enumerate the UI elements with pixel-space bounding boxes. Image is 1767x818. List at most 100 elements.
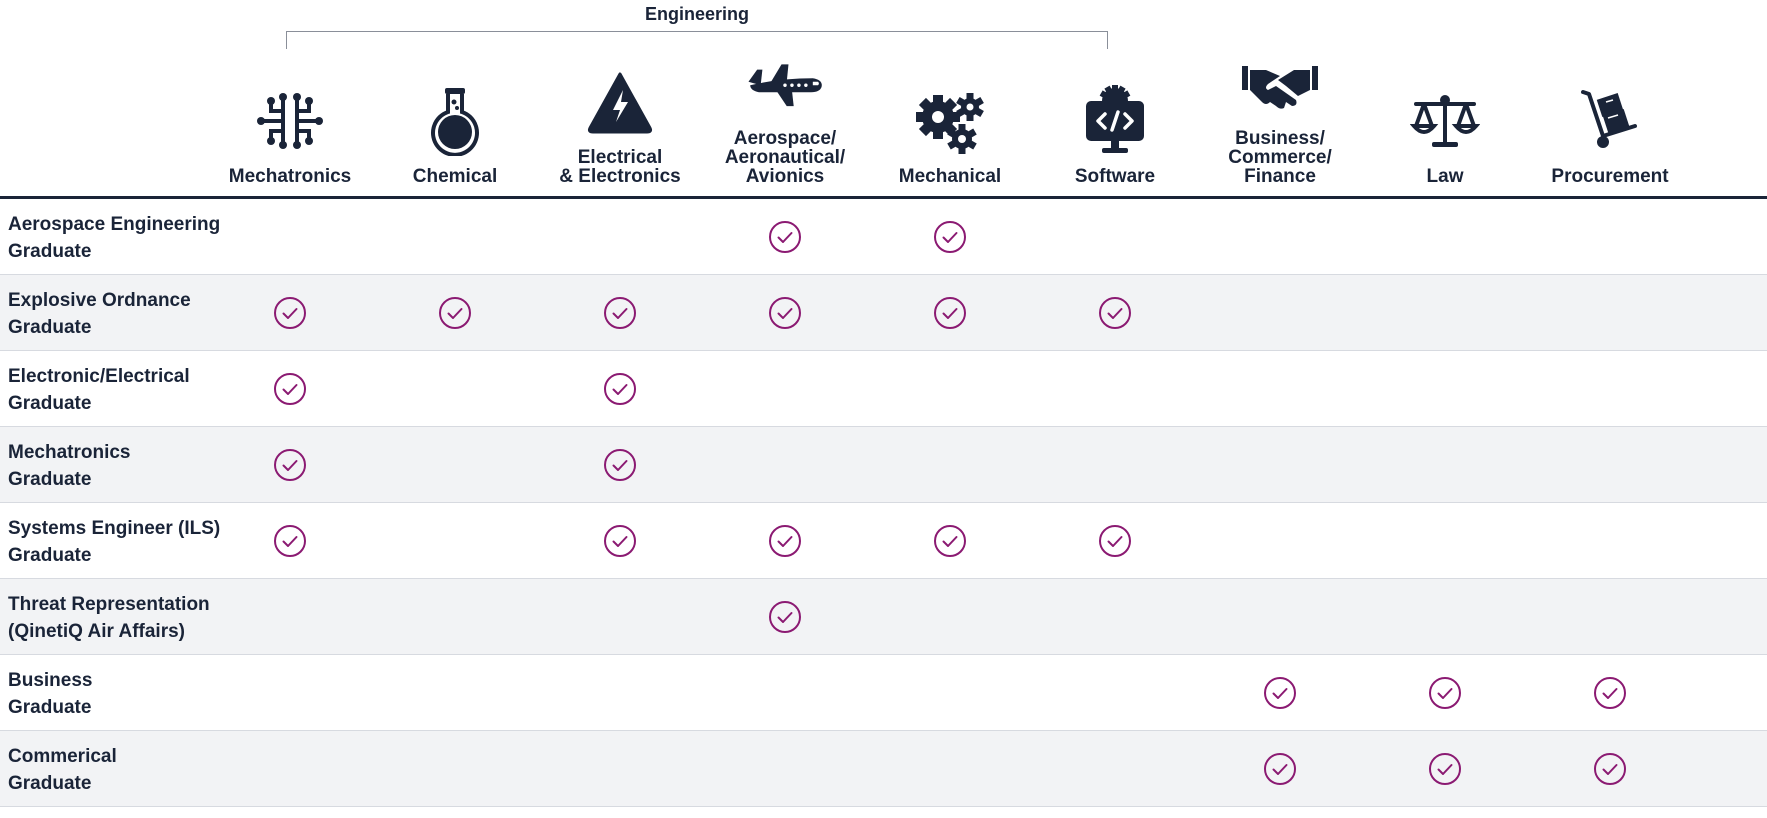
cell-chemical (380, 655, 530, 731)
table-row: Commerical Graduate (0, 731, 1767, 807)
cell-chemical (380, 579, 530, 655)
column-label-procurement: Procurement (1551, 166, 1669, 187)
column-header-chemical: Chemical (380, 50, 530, 186)
cell-mechanical (875, 351, 1025, 427)
cell-electrical (545, 351, 695, 427)
check-circle-icon (273, 296, 307, 330)
column-label-mechatronics: Mechatronics (228, 166, 352, 187)
row-label: Mechatronics Graduate (8, 442, 131, 490)
cell-business (1205, 351, 1355, 427)
cell-aerospace (710, 351, 860, 427)
cell-electrical (545, 275, 695, 351)
column-header-aerospace: Aerospace/ Aeronautical/ Avionics (710, 50, 860, 186)
cell-procurement (1535, 731, 1685, 807)
cell-business (1205, 731, 1355, 807)
check-circle-icon (603, 372, 637, 406)
airplane-icon (745, 50, 825, 123)
scales-icon (1405, 81, 1485, 161)
header-divider (0, 196, 1767, 199)
cell-software (1040, 579, 1190, 655)
table-row: Mechatronics Graduate (0, 427, 1767, 503)
cell-business (1205, 579, 1355, 655)
cell-software (1040, 655, 1190, 731)
cell-mechatronics (215, 199, 365, 275)
cell-chemical (380, 275, 530, 351)
cell-software (1040, 199, 1190, 275)
cell-mechatronics (215, 731, 365, 807)
row-label: Threat Representation (QinetiQ Air Affai… (8, 594, 210, 642)
table-row: Threat Representation (QinetiQ Air Affai… (0, 579, 1767, 655)
flask-icon (415, 81, 495, 161)
hand-truck-icon (1570, 81, 1650, 161)
column-label-mechanical: Mechanical (898, 166, 1002, 187)
cell-aerospace (710, 731, 860, 807)
column-label-aerospace: Aerospace/ Aeronautical/ Avionics (724, 128, 846, 187)
column-label-chemical: Chemical (412, 166, 498, 187)
code-monitor-icon (1075, 81, 1155, 161)
check-circle-icon (1098, 296, 1132, 330)
lightning-triangle-icon (580, 62, 660, 142)
cell-mechanical (875, 199, 1025, 275)
check-circle-icon (1098, 524, 1132, 558)
check-circle-icon (603, 296, 637, 330)
check-circle-icon (768, 600, 802, 634)
column-header-law: Law (1370, 50, 1520, 186)
column-header-business: Business/ Commerce/ Finance (1205, 50, 1355, 186)
cell-law (1370, 579, 1520, 655)
check-circle-icon (768, 524, 802, 558)
cell-law (1370, 503, 1520, 579)
check-circle-icon (273, 372, 307, 406)
cell-mechanical (875, 275, 1025, 351)
gears-icon (910, 81, 990, 161)
cell-electrical (545, 427, 695, 503)
cell-aerospace (710, 655, 860, 731)
table-row: Business Graduate (0, 655, 1767, 731)
cell-business (1205, 427, 1355, 503)
cell-aerospace (710, 199, 860, 275)
engineering-group-bracket (286, 31, 1108, 49)
cell-electrical (545, 503, 695, 579)
row-label: Business Graduate (8, 670, 93, 718)
check-circle-icon (1428, 752, 1462, 786)
cell-aerospace (710, 503, 860, 579)
check-circle-icon (438, 296, 472, 330)
cell-electrical (545, 199, 695, 275)
cell-mechanical (875, 655, 1025, 731)
cell-electrical (545, 579, 695, 655)
handshake-icon (1240, 50, 1320, 123)
check-circle-icon (933, 296, 967, 330)
cell-law (1370, 427, 1520, 503)
cell-law (1370, 351, 1520, 427)
cell-procurement (1535, 199, 1685, 275)
check-circle-icon (603, 524, 637, 558)
cell-mechanical (875, 427, 1025, 503)
cell-software (1040, 427, 1190, 503)
check-circle-icon (1263, 752, 1297, 786)
cell-mechatronics (215, 275, 365, 351)
check-circle-icon (1263, 676, 1297, 710)
row-label: Aerospace Engineering Graduate (8, 214, 221, 262)
cell-aerospace (710, 579, 860, 655)
cell-aerospace (710, 427, 860, 503)
column-header-software: Software (1040, 50, 1190, 186)
cell-electrical (545, 731, 695, 807)
cell-mechatronics (215, 579, 365, 655)
cell-business (1205, 655, 1355, 731)
column-label-electrical: Electrical & Electronics (559, 147, 681, 187)
column-header-procurement: Procurement (1535, 50, 1685, 186)
cell-software (1040, 731, 1190, 807)
cell-electrical (545, 655, 695, 731)
cell-mechatronics (215, 503, 365, 579)
cell-procurement (1535, 275, 1685, 351)
cell-procurement (1535, 351, 1685, 427)
cell-mechanical (875, 731, 1025, 807)
cell-procurement (1535, 655, 1685, 731)
check-circle-icon (1593, 676, 1627, 710)
cell-law (1370, 731, 1520, 807)
row-label: Explosive Ordnance Graduate (8, 290, 191, 338)
cell-chemical (380, 199, 530, 275)
column-header-mechanical: Mechanical (875, 50, 1025, 186)
check-circle-icon (768, 296, 802, 330)
cell-chemical (380, 503, 530, 579)
cell-mechanical (875, 503, 1025, 579)
